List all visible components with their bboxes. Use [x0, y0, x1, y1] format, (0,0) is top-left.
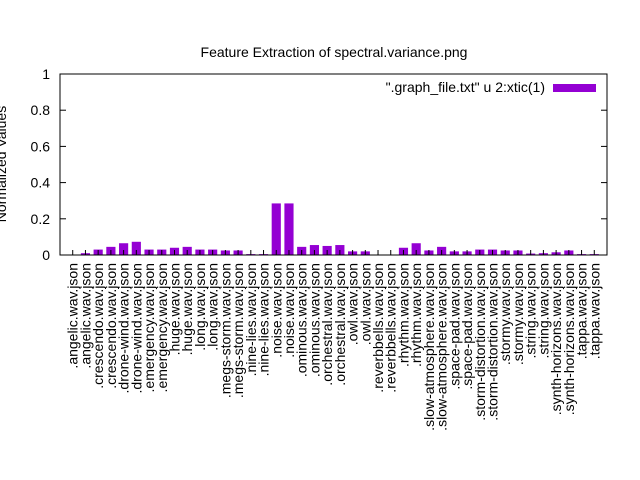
- x-tick-label: .noise.wav.json: [268, 263, 284, 358]
- x-tick-label: .megs-storm.wav.json: [230, 263, 246, 398]
- x-tick-label: .emergency.wav.json: [141, 263, 157, 392]
- x-tick-label: .synth-horizons.wav.json: [548, 263, 564, 415]
- x-tick-label: .orchestral.wav.json: [332, 263, 348, 386]
- legend-entry-label: ".graph_file.txt" u 2:xtic(1): [386, 79, 545, 95]
- x-tick-label: .string.wav.json: [523, 263, 539, 358]
- bar: [411, 243, 421, 255]
- y-tick-label: 0: [42, 247, 50, 263]
- x-tick-label: .stormy.wav.json: [510, 263, 526, 365]
- x-tick-label: .crescendo.wav.json: [103, 263, 119, 389]
- y-axis-label: Normalized Values: [0, 106, 9, 222]
- x-tick-label: .nine-lies.wav.json: [243, 263, 259, 376]
- x-tick-label: .ominous.wav.json: [294, 263, 310, 377]
- x-tick-label: .long.wav.json: [192, 263, 208, 351]
- y-tick-label: 0.2: [31, 211, 51, 227]
- x-tick-label: .storm-distortion.wav.json: [472, 263, 488, 421]
- x-tick-label: .reverbbells.wav.json: [370, 263, 386, 393]
- x-tick-label: .drone-wind.wav.json: [116, 263, 132, 393]
- x-tick-label: .tappa.wav.json: [586, 263, 602, 359]
- y-tick-label: 1: [42, 66, 50, 82]
- y-tick-label: 0.8: [31, 102, 51, 118]
- bar: [284, 203, 294, 255]
- x-tick-label: .tappa.wav.json: [574, 263, 590, 359]
- x-tick-label: .owl.wav.json: [345, 263, 361, 345]
- x-tick-label: .rhythm.wav.json: [408, 263, 424, 367]
- x-tick-label: .emergency.wav.json: [154, 263, 170, 392]
- x-tick-label: .reverbbells.wav.json: [383, 263, 399, 393]
- x-tick-label: .crescendo.wav.json: [90, 263, 106, 389]
- x-tick-label: .noise.wav.json: [281, 263, 297, 358]
- bar: [131, 241, 141, 255]
- x-tick-label: .space-pad.wav.json: [459, 263, 475, 390]
- x-tick-label: .angelic.wav.json: [77, 263, 93, 369]
- x-tick-label: .slow-atmosphere.wav.json: [434, 263, 450, 431]
- plot-frame: [59, 73, 608, 256]
- legend-swatch: [553, 84, 596, 92]
- x-tick-label: .ominous.wav.json: [306, 263, 322, 377]
- x-tick-label: .megs-storm.wav.json: [217, 263, 233, 398]
- x-tick-label: .nine-lies.wav.json: [256, 263, 272, 376]
- bar: [119, 243, 129, 255]
- x-tick-label: .huge.wav.json: [166, 263, 182, 355]
- x-tick-label: .drone-wind.wav.json: [128, 263, 144, 393]
- chart-title: Feature Extraction of spectral.variance.…: [201, 44, 468, 60]
- legend: ".graph_file.txt" u 2:xtic(1): [386, 79, 596, 95]
- x-tick-label: .long.wav.json: [205, 263, 221, 351]
- y-tick-label: 0.4: [31, 175, 51, 191]
- x-tick-label: .stormy.wav.json: [497, 263, 513, 365]
- x-tick-label: .orchestral.wav.json: [319, 263, 335, 386]
- x-tick-label: .rhythm.wav.json: [395, 263, 411, 367]
- x-tick-label: .owl.wav.json: [357, 263, 373, 345]
- x-tick-label: .space-pad.wav.json: [446, 263, 462, 390]
- x-tick-label: .synth-horizons.wav.json: [561, 263, 577, 415]
- x-tick-label: .slow-atmosphere.wav.json: [421, 263, 437, 431]
- y-tick-label: 0.6: [31, 138, 51, 154]
- x-tick-label: .huge.wav.json: [179, 263, 195, 355]
- x-tick-label: .string.wav.json: [535, 263, 551, 358]
- bar: [271, 203, 281, 255]
- x-tick-label: .angelic.wav.json: [65, 263, 81, 369]
- x-tick-label: .storm-distortion.wav.json: [485, 263, 501, 421]
